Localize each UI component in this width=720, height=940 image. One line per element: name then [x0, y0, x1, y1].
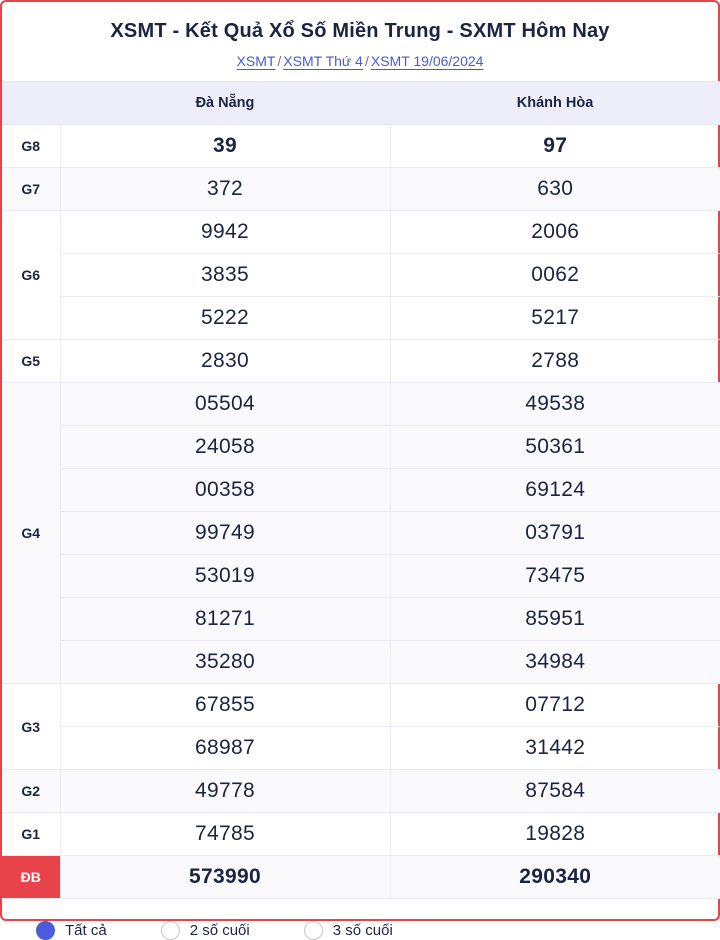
prize-value: 67855 [60, 683, 391, 727]
breadcrumb-separator-1: / [277, 53, 282, 69]
results-table: Đà Nẵng Khánh Hòa G8 39 97 G7 372 630 G6… [2, 81, 720, 899]
prize-value: 573990 [60, 855, 391, 899]
table-row: G8 39 97 [2, 124, 720, 168]
prize-value: 0062 [390, 253, 720, 297]
table-row: 5222 5217 [2, 296, 720, 340]
prize-value: 630 [390, 167, 720, 211]
table-row: G3 67855 07712 [2, 683, 720, 770]
breadcrumb-item-date[interactable]: XSMT 19/06/2024 [370, 53, 484, 69]
prize-value: 00358 [60, 468, 391, 512]
prize-value: 74785 [60, 812, 391, 856]
table-row: 68987 31442 [2, 726, 720, 770]
prize-value: 372 [60, 167, 391, 211]
page-title: XSMT - Kết Quả Xổ Số Miền Trung - SXMT H… [110, 20, 610, 42]
prize-value: 69124 [390, 468, 720, 512]
table-row: 81271 85951 [2, 597, 720, 641]
table-row: G1 74785 19828 [2, 812, 720, 856]
radio-icon[interactable] [160, 921, 180, 940]
prize-value: 5217 [390, 296, 720, 340]
breadcrumb-item-xsmt[interactable]: XSMT [236, 53, 276, 69]
breadcrumb: XSMT / XSMT Thứ 4/XSMT 19/06/2024 [2, 43, 718, 81]
prize-value: 2830 [60, 339, 391, 383]
table-row: G7 372 630 [2, 167, 720, 211]
prize-value: 97 [390, 124, 720, 168]
prize-value: 19828 [390, 812, 720, 856]
prize-value: 99749 [60, 511, 391, 555]
prize-value: 34984 [390, 640, 720, 684]
prize-value: 2006 [390, 210, 720, 254]
prize-value: 39 [60, 124, 391, 168]
prize-value: 35280 [60, 640, 391, 684]
prize-value: 53019 [60, 554, 391, 598]
prize-label-g3: G3 [2, 683, 61, 770]
prize-label-g7: G7 [2, 167, 61, 211]
prize-value: 05504 [60, 382, 391, 426]
prize-value: 2788 [390, 339, 720, 383]
radio-label-last-2: 2 số cuối [189, 922, 250, 939]
prize-label-g1: G1 [2, 812, 61, 856]
breadcrumb-item-weekday[interactable]: XSMT Thứ 4 [283, 53, 363, 69]
prize-value: 31442 [390, 726, 720, 770]
table-row: 00358 69124 [2, 468, 720, 512]
radio-icon-selected[interactable] [36, 921, 55, 940]
radio-icon[interactable] [303, 921, 323, 940]
prize-value: 81271 [60, 597, 391, 641]
prize-value: 85951 [390, 597, 720, 641]
table-row: 35280 34984 [2, 640, 720, 684]
prize-value: 9942 [60, 210, 391, 254]
column-header-khanhhoa: Khánh Hòa [390, 81, 720, 125]
table-row: 24058 50361 [2, 425, 720, 469]
prize-label-g4: G4 [2, 382, 61, 684]
prize-value: 87584 [390, 769, 720, 813]
radio-option-all[interactable]: Tất cả [36, 921, 107, 940]
table-row: G6 9942 2006 [2, 210, 720, 340]
prize-value: 5222 [60, 296, 391, 340]
table-row: 53019 73475 [2, 554, 720, 598]
prize-label-g6: G6 [2, 210, 61, 340]
prize-label-db: ĐB [2, 855, 61, 899]
prize-value: 68987 [60, 726, 391, 770]
prize-value: 49778 [60, 769, 391, 813]
breadcrumb-separator-2: / [364, 53, 369, 69]
table-row: ĐB 573990 290340 [2, 855, 720, 899]
table-row: G5 2830 2788 [2, 339, 720, 383]
radio-label-last-3: 3 số cuối [332, 922, 393, 939]
prize-value: 50361 [390, 425, 720, 469]
column-header-danang: Đà Nẵng [60, 81, 390, 125]
prize-value: 07712 [390, 683, 720, 727]
prize-value: 24058 [60, 425, 391, 469]
radio-option-last-2[interactable]: 2 số cuối [160, 921, 250, 940]
filter-options: Tất cả 2 số cuối 3 số cuối [2, 899, 718, 940]
prize-value: 290340 [390, 855, 720, 899]
prize-label-g2: G2 [2, 769, 61, 813]
table-row: G4 05504 49538 [2, 382, 720, 684]
column-header-blank [2, 81, 60, 125]
prize-value: 73475 [390, 554, 720, 598]
prize-value: 3835 [60, 253, 391, 297]
table-row: G2 49778 87584 [2, 769, 720, 813]
radio-label-all: Tất cả [65, 922, 107, 939]
table-header-row: Đà Nẵng Khánh Hòa [2, 81, 720, 125]
prize-label-g8: G8 [2, 124, 61, 168]
radio-option-last-3[interactable]: 3 số cuối [303, 921, 393, 940]
prize-label-g5: G5 [2, 339, 61, 383]
prize-value: 03791 [390, 511, 720, 555]
prize-value: 49538 [390, 382, 720, 426]
table-row: 99749 03791 [2, 511, 720, 555]
table-row: 3835 0062 [2, 253, 720, 297]
